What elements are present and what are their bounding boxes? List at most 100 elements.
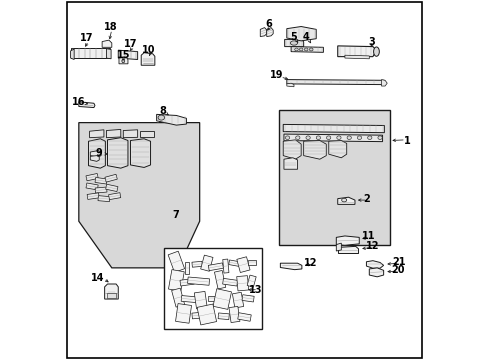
Text: 15: 15 [116,50,130,60]
Ellipse shape [357,136,361,139]
Ellipse shape [294,48,298,51]
Polygon shape [108,193,121,199]
Ellipse shape [341,198,346,202]
Polygon shape [218,313,229,320]
Polygon shape [236,276,248,291]
Polygon shape [286,80,384,85]
Polygon shape [337,197,354,204]
Polygon shape [344,55,368,59]
Ellipse shape [316,136,320,139]
Polygon shape [284,158,297,169]
Polygon shape [290,46,323,52]
Polygon shape [303,140,325,159]
Text: 4: 4 [302,32,309,42]
Ellipse shape [305,136,309,139]
Text: 12: 12 [304,258,317,268]
Polygon shape [283,140,301,159]
Polygon shape [208,263,223,271]
Polygon shape [180,278,194,286]
Ellipse shape [122,59,124,63]
Polygon shape [119,57,128,64]
Polygon shape [118,50,137,59]
Polygon shape [208,296,217,301]
Polygon shape [95,177,107,184]
Polygon shape [197,304,216,325]
Polygon shape [140,131,154,137]
Ellipse shape [295,136,299,139]
Polygon shape [95,187,107,193]
Polygon shape [87,193,99,199]
Polygon shape [246,275,256,287]
Text: 19: 19 [270,70,284,80]
Polygon shape [123,130,137,138]
Polygon shape [105,184,118,192]
Polygon shape [106,130,121,138]
Text: 8: 8 [159,106,166,116]
Polygon shape [381,80,386,86]
Text: 17: 17 [80,33,93,43]
Polygon shape [104,284,118,299]
Ellipse shape [346,136,351,139]
Polygon shape [223,259,228,273]
Polygon shape [102,40,112,47]
Polygon shape [237,313,251,321]
Polygon shape [130,139,150,167]
Polygon shape [283,125,384,133]
Polygon shape [266,28,273,37]
Polygon shape [228,260,240,266]
Polygon shape [232,292,243,308]
Bar [278,110,389,244]
Text: 20: 20 [390,265,404,275]
Polygon shape [286,27,316,41]
Text: 2: 2 [362,194,369,204]
Polygon shape [286,83,293,87]
Ellipse shape [326,136,330,139]
Polygon shape [338,246,358,253]
Polygon shape [79,123,199,268]
Polygon shape [228,306,240,323]
Ellipse shape [304,48,307,51]
Polygon shape [260,28,266,37]
Polygon shape [284,134,382,141]
Polygon shape [181,296,196,302]
Ellipse shape [336,136,341,139]
Polygon shape [222,278,237,286]
Text: 16: 16 [72,97,85,107]
Ellipse shape [158,115,164,120]
Polygon shape [105,174,117,182]
Polygon shape [236,257,249,273]
Text: 5: 5 [290,32,297,42]
Polygon shape [70,49,74,59]
Polygon shape [247,260,255,265]
Ellipse shape [285,136,289,139]
Polygon shape [141,53,155,65]
Polygon shape [187,277,209,285]
Text: 18: 18 [104,22,117,32]
Polygon shape [168,270,184,291]
Ellipse shape [290,41,297,45]
Text: 9: 9 [96,148,102,158]
Ellipse shape [299,48,303,51]
Text: 13: 13 [249,285,262,296]
Polygon shape [328,140,346,158]
Polygon shape [284,40,303,46]
Polygon shape [70,48,110,58]
Ellipse shape [377,136,382,139]
Text: 1: 1 [404,136,410,145]
Polygon shape [366,261,383,268]
Text: 11: 11 [361,231,374,240]
Polygon shape [194,291,207,309]
Text: 6: 6 [265,19,272,29]
Ellipse shape [309,48,312,51]
Polygon shape [336,236,359,245]
Polygon shape [106,49,111,59]
Polygon shape [368,268,383,277]
Text: 7: 7 [172,210,179,220]
Ellipse shape [367,136,371,139]
Polygon shape [337,46,376,57]
Text: 21: 21 [391,257,405,267]
Polygon shape [280,263,301,270]
Polygon shape [79,102,95,108]
Polygon shape [336,243,341,251]
Polygon shape [214,270,225,289]
